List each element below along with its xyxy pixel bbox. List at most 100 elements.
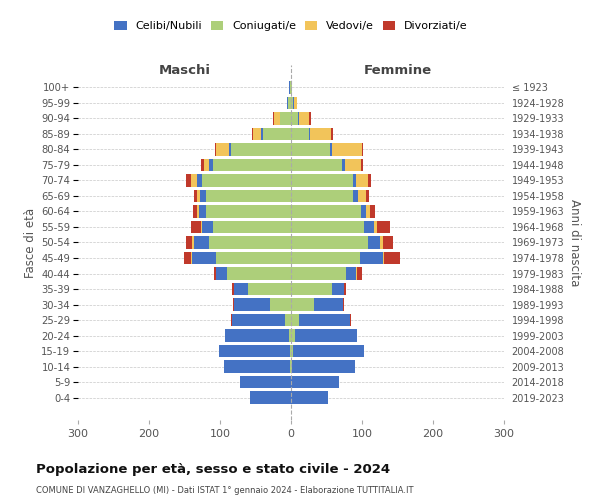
Bar: [209, 236, 291, 249]
Bar: [273, 112, 274, 125]
Bar: [291, 143, 330, 156]
Bar: [193, 236, 194, 249]
Bar: [234, 298, 270, 311]
Bar: [295, 329, 357, 342]
Bar: [248, 282, 291, 296]
Bar: [291, 158, 342, 172]
Bar: [227, 267, 291, 280]
Bar: [193, 205, 197, 218]
Bar: [291, 282, 332, 296]
Bar: [291, 329, 295, 342]
Bar: [230, 314, 232, 326]
Text: Popolazione per età, sesso e stato civile - 2024: Popolazione per età, sesso e stato civil…: [36, 462, 390, 475]
Bar: [224, 360, 290, 373]
Bar: [342, 158, 345, 172]
Bar: [293, 96, 294, 110]
Text: Femmine: Femmine: [364, 64, 431, 78]
Bar: [346, 267, 356, 280]
Bar: [298, 112, 299, 125]
Bar: [229, 143, 230, 156]
Y-axis label: Fasce di età: Fasce di età: [24, 208, 37, 278]
Bar: [309, 128, 310, 140]
Bar: [310, 112, 311, 125]
Bar: [250, 391, 291, 404]
Bar: [213, 220, 291, 234]
Bar: [280, 112, 291, 125]
Bar: [380, 236, 383, 249]
Bar: [194, 190, 197, 202]
Bar: [215, 143, 216, 156]
Bar: [383, 236, 392, 249]
Bar: [310, 128, 331, 140]
Bar: [292, 360, 355, 373]
Bar: [291, 267, 346, 280]
Bar: [290, 81, 291, 94]
Bar: [291, 220, 364, 234]
Bar: [383, 252, 384, 264]
Bar: [293, 344, 364, 358]
Bar: [332, 282, 344, 296]
Bar: [232, 282, 234, 296]
Bar: [356, 174, 368, 187]
Bar: [291, 391, 328, 404]
Bar: [314, 298, 343, 311]
Bar: [362, 143, 364, 156]
Bar: [197, 205, 199, 218]
Bar: [252, 128, 253, 140]
Bar: [368, 236, 380, 249]
Text: COMUNE DI VANZAGHELLO (MI) - Dati ISTAT 1° gennaio 2024 - Elaborazione TUTTITALI: COMUNE DI VANZAGHELLO (MI) - Dati ISTAT …: [36, 486, 413, 495]
Bar: [294, 96, 296, 110]
Bar: [289, 329, 291, 342]
Bar: [202, 220, 213, 234]
Bar: [377, 220, 389, 234]
Bar: [191, 220, 201, 234]
Bar: [291, 112, 298, 125]
Bar: [209, 158, 213, 172]
Bar: [361, 205, 366, 218]
Bar: [219, 344, 290, 358]
Bar: [384, 252, 400, 264]
Bar: [288, 96, 291, 110]
Bar: [361, 158, 364, 172]
Bar: [201, 158, 203, 172]
Bar: [290, 360, 291, 373]
Bar: [343, 298, 344, 311]
Bar: [197, 174, 202, 187]
Bar: [365, 190, 369, 202]
Bar: [331, 128, 333, 140]
Bar: [230, 143, 291, 156]
Bar: [217, 252, 291, 264]
Bar: [206, 205, 291, 218]
Bar: [291, 314, 299, 326]
Bar: [194, 236, 209, 249]
Bar: [287, 96, 288, 110]
Bar: [202, 174, 291, 187]
Bar: [291, 344, 293, 358]
Bar: [370, 205, 375, 218]
Bar: [233, 298, 234, 311]
Bar: [353, 190, 358, 202]
Bar: [191, 174, 197, 187]
Bar: [344, 282, 346, 296]
Bar: [216, 143, 229, 156]
Bar: [261, 128, 263, 140]
Bar: [240, 376, 291, 388]
Bar: [186, 236, 193, 249]
Bar: [332, 143, 362, 156]
Y-axis label: Anni di nascita: Anni di nascita: [568, 199, 581, 286]
Legend: Celibi/Nubili, Coniugati/e, Vedovi/e, Divorziati/e: Celibi/Nubili, Coniugati/e, Vedovi/e, Di…: [115, 21, 467, 32]
Bar: [274, 112, 280, 125]
Bar: [366, 205, 370, 218]
Bar: [291, 252, 360, 264]
Bar: [299, 314, 350, 326]
Bar: [286, 314, 291, 326]
Bar: [191, 252, 217, 264]
Bar: [368, 174, 371, 187]
Bar: [203, 158, 209, 172]
Bar: [353, 174, 356, 187]
Bar: [291, 128, 309, 140]
Bar: [263, 128, 291, 140]
Bar: [234, 282, 248, 296]
Bar: [225, 329, 289, 342]
Bar: [291, 360, 292, 373]
